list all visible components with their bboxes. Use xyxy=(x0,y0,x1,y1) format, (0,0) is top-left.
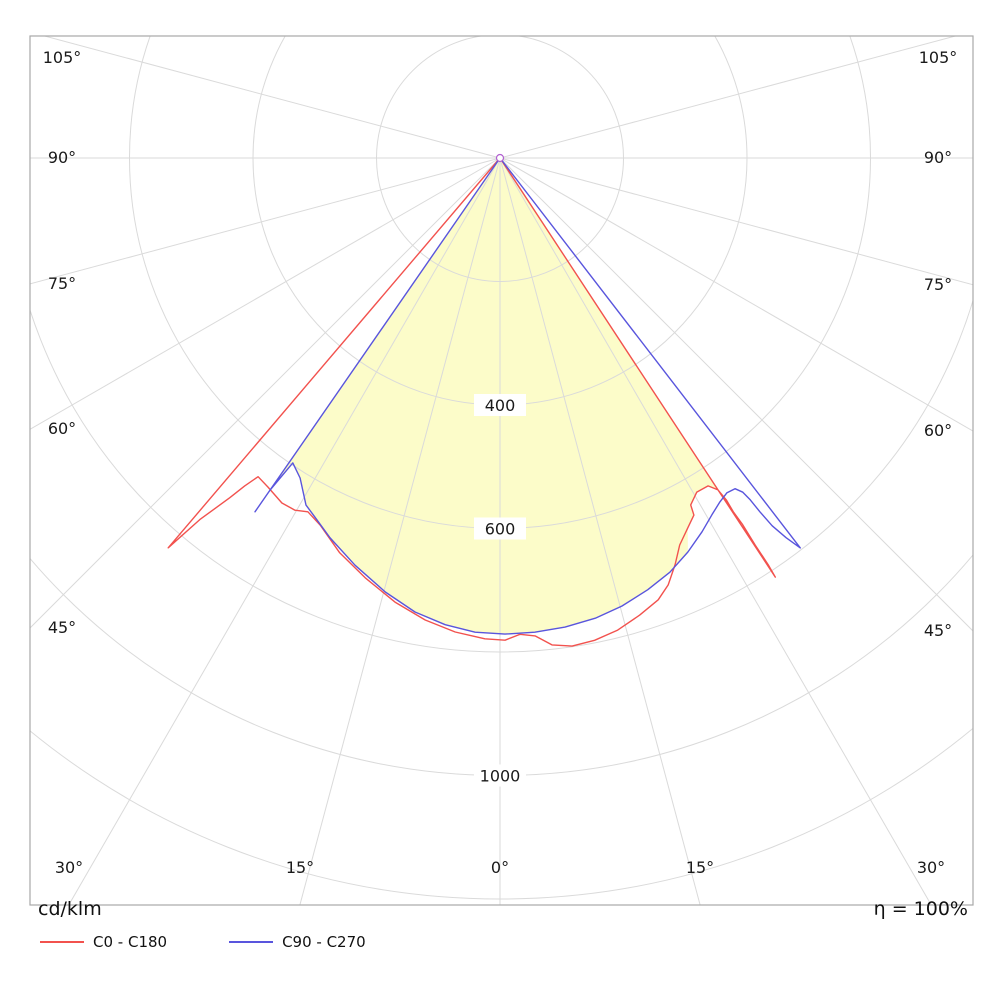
grid-ray xyxy=(68,157,501,905)
angle-tick-label: 0° xyxy=(491,858,509,877)
angle-tick-label: 45° xyxy=(924,621,952,640)
angle-tick-label: 30° xyxy=(917,858,945,877)
angle-tick-label: 60° xyxy=(48,419,76,438)
legend-swatch-c90-c270 xyxy=(229,941,274,943)
angle-tick-label: 60° xyxy=(924,421,952,440)
curve-c90-c270 xyxy=(254,157,801,635)
legend: C0 - C180 C90 - C270 xyxy=(40,933,366,951)
grid-ray xyxy=(30,157,501,285)
grid-ray xyxy=(499,157,973,632)
angle-tick-label: 75° xyxy=(48,274,76,293)
ring-value-label: 400 xyxy=(485,396,516,415)
grid-ray xyxy=(42,36,501,159)
pole-marker xyxy=(495,153,505,163)
angle-tick-label: 30° xyxy=(55,858,83,877)
angle-tick-label: 105° xyxy=(43,48,82,67)
grid-ray xyxy=(499,157,701,905)
legend-item-c90-c270: C90 - C270 xyxy=(229,933,366,951)
ring-label-chip xyxy=(474,764,526,787)
angle-tick-label: 15° xyxy=(686,858,714,877)
ring-label-chip xyxy=(474,517,526,540)
angle-tick-label: 45° xyxy=(48,618,76,637)
angle-tick-label: 75° xyxy=(924,275,952,294)
ring-value-label: 1000 xyxy=(480,767,521,786)
units-label: cd/klm xyxy=(38,898,102,920)
legend-label-c0-c180: C0 - C180 xyxy=(93,933,168,951)
plot-border xyxy=(29,35,974,906)
legend-swatch-c0-c180 xyxy=(40,941,84,943)
angle-tick-label: 105° xyxy=(919,48,958,67)
ring-value-label: 600 xyxy=(485,520,516,539)
grid-ray xyxy=(499,157,973,286)
grid-ray xyxy=(30,157,501,430)
angle-tick-label: 90° xyxy=(48,148,76,167)
grid-ray xyxy=(299,157,501,905)
ring-label-chip xyxy=(474,394,526,416)
curve-c0-c180 xyxy=(167,157,776,647)
efficiency-label: η = 100% xyxy=(873,898,968,920)
legend-label-c90-c270: C90 - C270 xyxy=(282,933,366,951)
angle-tick-label: 90° xyxy=(924,148,952,167)
grid-ray xyxy=(30,157,501,629)
grid-ray xyxy=(499,36,958,159)
angle-tick-label: 15° xyxy=(286,858,314,877)
grid-ray xyxy=(499,157,973,432)
legend-item-c0-c180: C0 - C180 xyxy=(40,933,167,951)
grid-ray xyxy=(499,157,932,905)
